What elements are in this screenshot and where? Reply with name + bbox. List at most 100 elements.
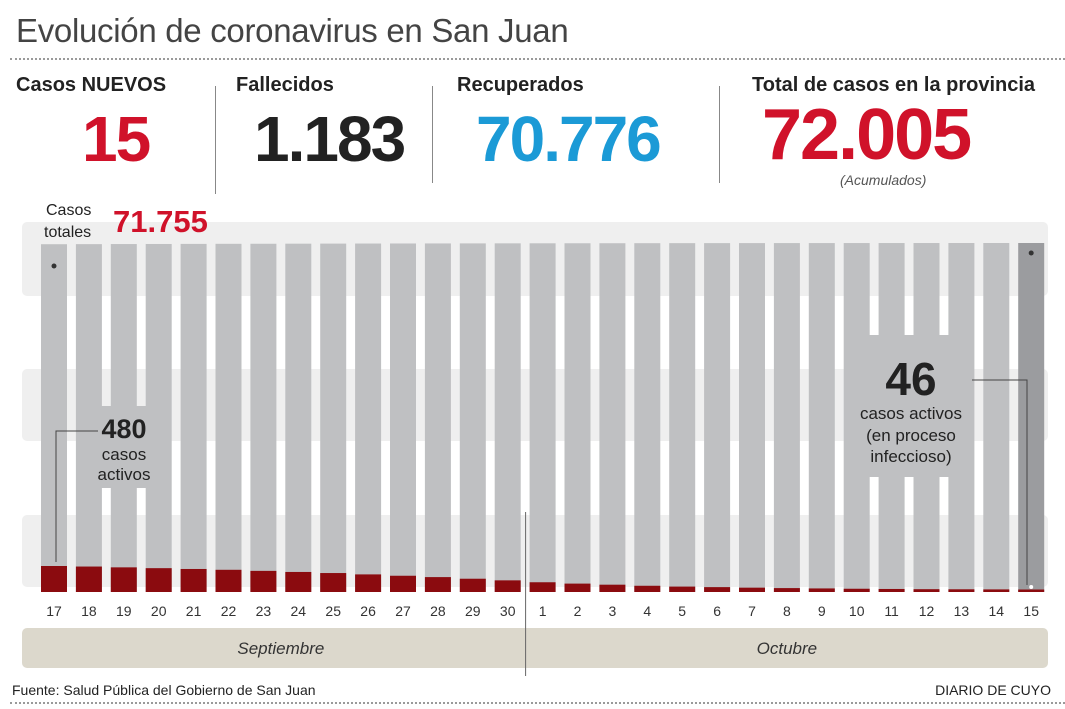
active-bar (913, 589, 940, 592)
new-cases-value: 15 (82, 103, 151, 175)
x-tick-label: 19 (116, 603, 132, 619)
total-bar (250, 243, 277, 592)
x-tick-label: 7 (748, 603, 756, 619)
total-value: 72.005 (762, 95, 972, 175)
active-bar (355, 574, 382, 592)
last-active-label: (en proceso (866, 426, 956, 445)
stat-divider (215, 86, 216, 194)
total-bar (390, 243, 416, 593)
total-bar (634, 243, 661, 593)
total-bar (704, 243, 731, 593)
x-tick-label: 24 (291, 603, 307, 619)
deaths-label: Fallecidos (236, 74, 334, 96)
total-bar (1018, 243, 1045, 592)
x-tick-label: 13 (954, 603, 970, 619)
active-bar (773, 588, 800, 592)
bottom-divider (10, 702, 1065, 704)
active-bar (285, 571, 312, 592)
x-tick-label: 26 (360, 603, 376, 619)
active-bar (878, 588, 905, 592)
first-active-value: 480 (101, 414, 146, 444)
annotation-leader (972, 379, 1028, 585)
active-bar (634, 585, 661, 592)
top-divider (10, 58, 1065, 60)
x-tick-label: 22 (221, 603, 237, 619)
x-tick-label: 4 (643, 603, 651, 619)
total-bar (215, 243, 242, 592)
first-active-label: activos (98, 465, 151, 484)
active-bar (1018, 589, 1045, 592)
active-bar (75, 566, 102, 592)
last-active-value: 46 (885, 353, 936, 405)
x-tick-label: 21 (186, 603, 202, 619)
new-cases-label: Casos NUEVOS (16, 74, 167, 96)
active-bar (390, 575, 416, 592)
x-tick-label: 29 (465, 603, 481, 619)
recovered-value: 70.776 (476, 103, 662, 175)
total-bar (739, 243, 765, 593)
total-bar (669, 243, 696, 593)
source-text: Fuente: Salud Pública del Gobierno de Sa… (12, 682, 316, 698)
x-tick-label: 9 (818, 603, 826, 619)
active-bar (494, 580, 521, 592)
annotation-box (82, 406, 162, 488)
active-bar (180, 568, 207, 592)
x-tick-label: 14 (989, 603, 1005, 619)
total-bar (599, 243, 626, 592)
total-bar (494, 243, 521, 592)
month-label: Octubre (757, 639, 817, 658)
x-tick-label: 27 (395, 603, 411, 619)
active-bar (145, 568, 172, 592)
total-bar (808, 243, 835, 592)
total-bar (355, 243, 382, 593)
x-tick-label: 15 (1023, 603, 1039, 619)
active-bar (424, 577, 451, 592)
active-bar (110, 567, 137, 592)
last-active-label: infeccioso) (870, 447, 951, 466)
x-tick-label: 18 (81, 603, 97, 619)
active-bar (669, 586, 696, 592)
first-active-label: casos (102, 445, 146, 464)
total-bar (320, 243, 347, 592)
x-tick-label: 28 (430, 603, 446, 619)
active-bar (843, 588, 870, 592)
recovered-label: Recuperados (457, 74, 584, 96)
deaths-value: 1.183 (254, 103, 406, 175)
month-band (22, 628, 1048, 668)
total-annotation-label: totales (44, 224, 91, 241)
total-bar (459, 243, 486, 592)
stat-divider (719, 86, 720, 183)
x-tick-label: 23 (256, 603, 272, 619)
x-tick-label: 6 (713, 603, 721, 619)
active-bar (320, 573, 347, 592)
active-bar (739, 587, 765, 592)
active-bar (529, 582, 556, 592)
active-marker-dot (1029, 585, 1034, 589)
total-marker-dot (51, 263, 57, 269)
active-bar (599, 584, 626, 592)
active-bar (215, 569, 242, 592)
active-bar (564, 583, 591, 592)
total-bar (424, 243, 451, 592)
total-bar (773, 243, 800, 593)
total-bar (983, 243, 1010, 592)
annotation-box (848, 335, 972, 477)
x-tick-label: 1 (539, 603, 547, 619)
total-annotation-value: 71.755 (113, 204, 208, 239)
x-tick-label: 10 (849, 603, 865, 619)
page-title: Evolución de coronavirus en San Juan (16, 12, 569, 49)
x-tick-label: 20 (151, 603, 167, 619)
x-tick-label: 25 (325, 603, 341, 619)
x-tick-label: 8 (783, 603, 791, 619)
annotation-leader (55, 430, 98, 562)
active-bar (704, 587, 731, 592)
total-marker-dot (1028, 250, 1034, 256)
last-active-label: casos activos (860, 404, 962, 423)
x-tick-label: 3 (609, 603, 617, 619)
active-bar (948, 589, 975, 592)
brand-text: DIARIO DE CUYO (935, 682, 1051, 698)
total-bar (180, 243, 207, 592)
total-bar (285, 243, 312, 592)
active-bar (41, 566, 67, 592)
